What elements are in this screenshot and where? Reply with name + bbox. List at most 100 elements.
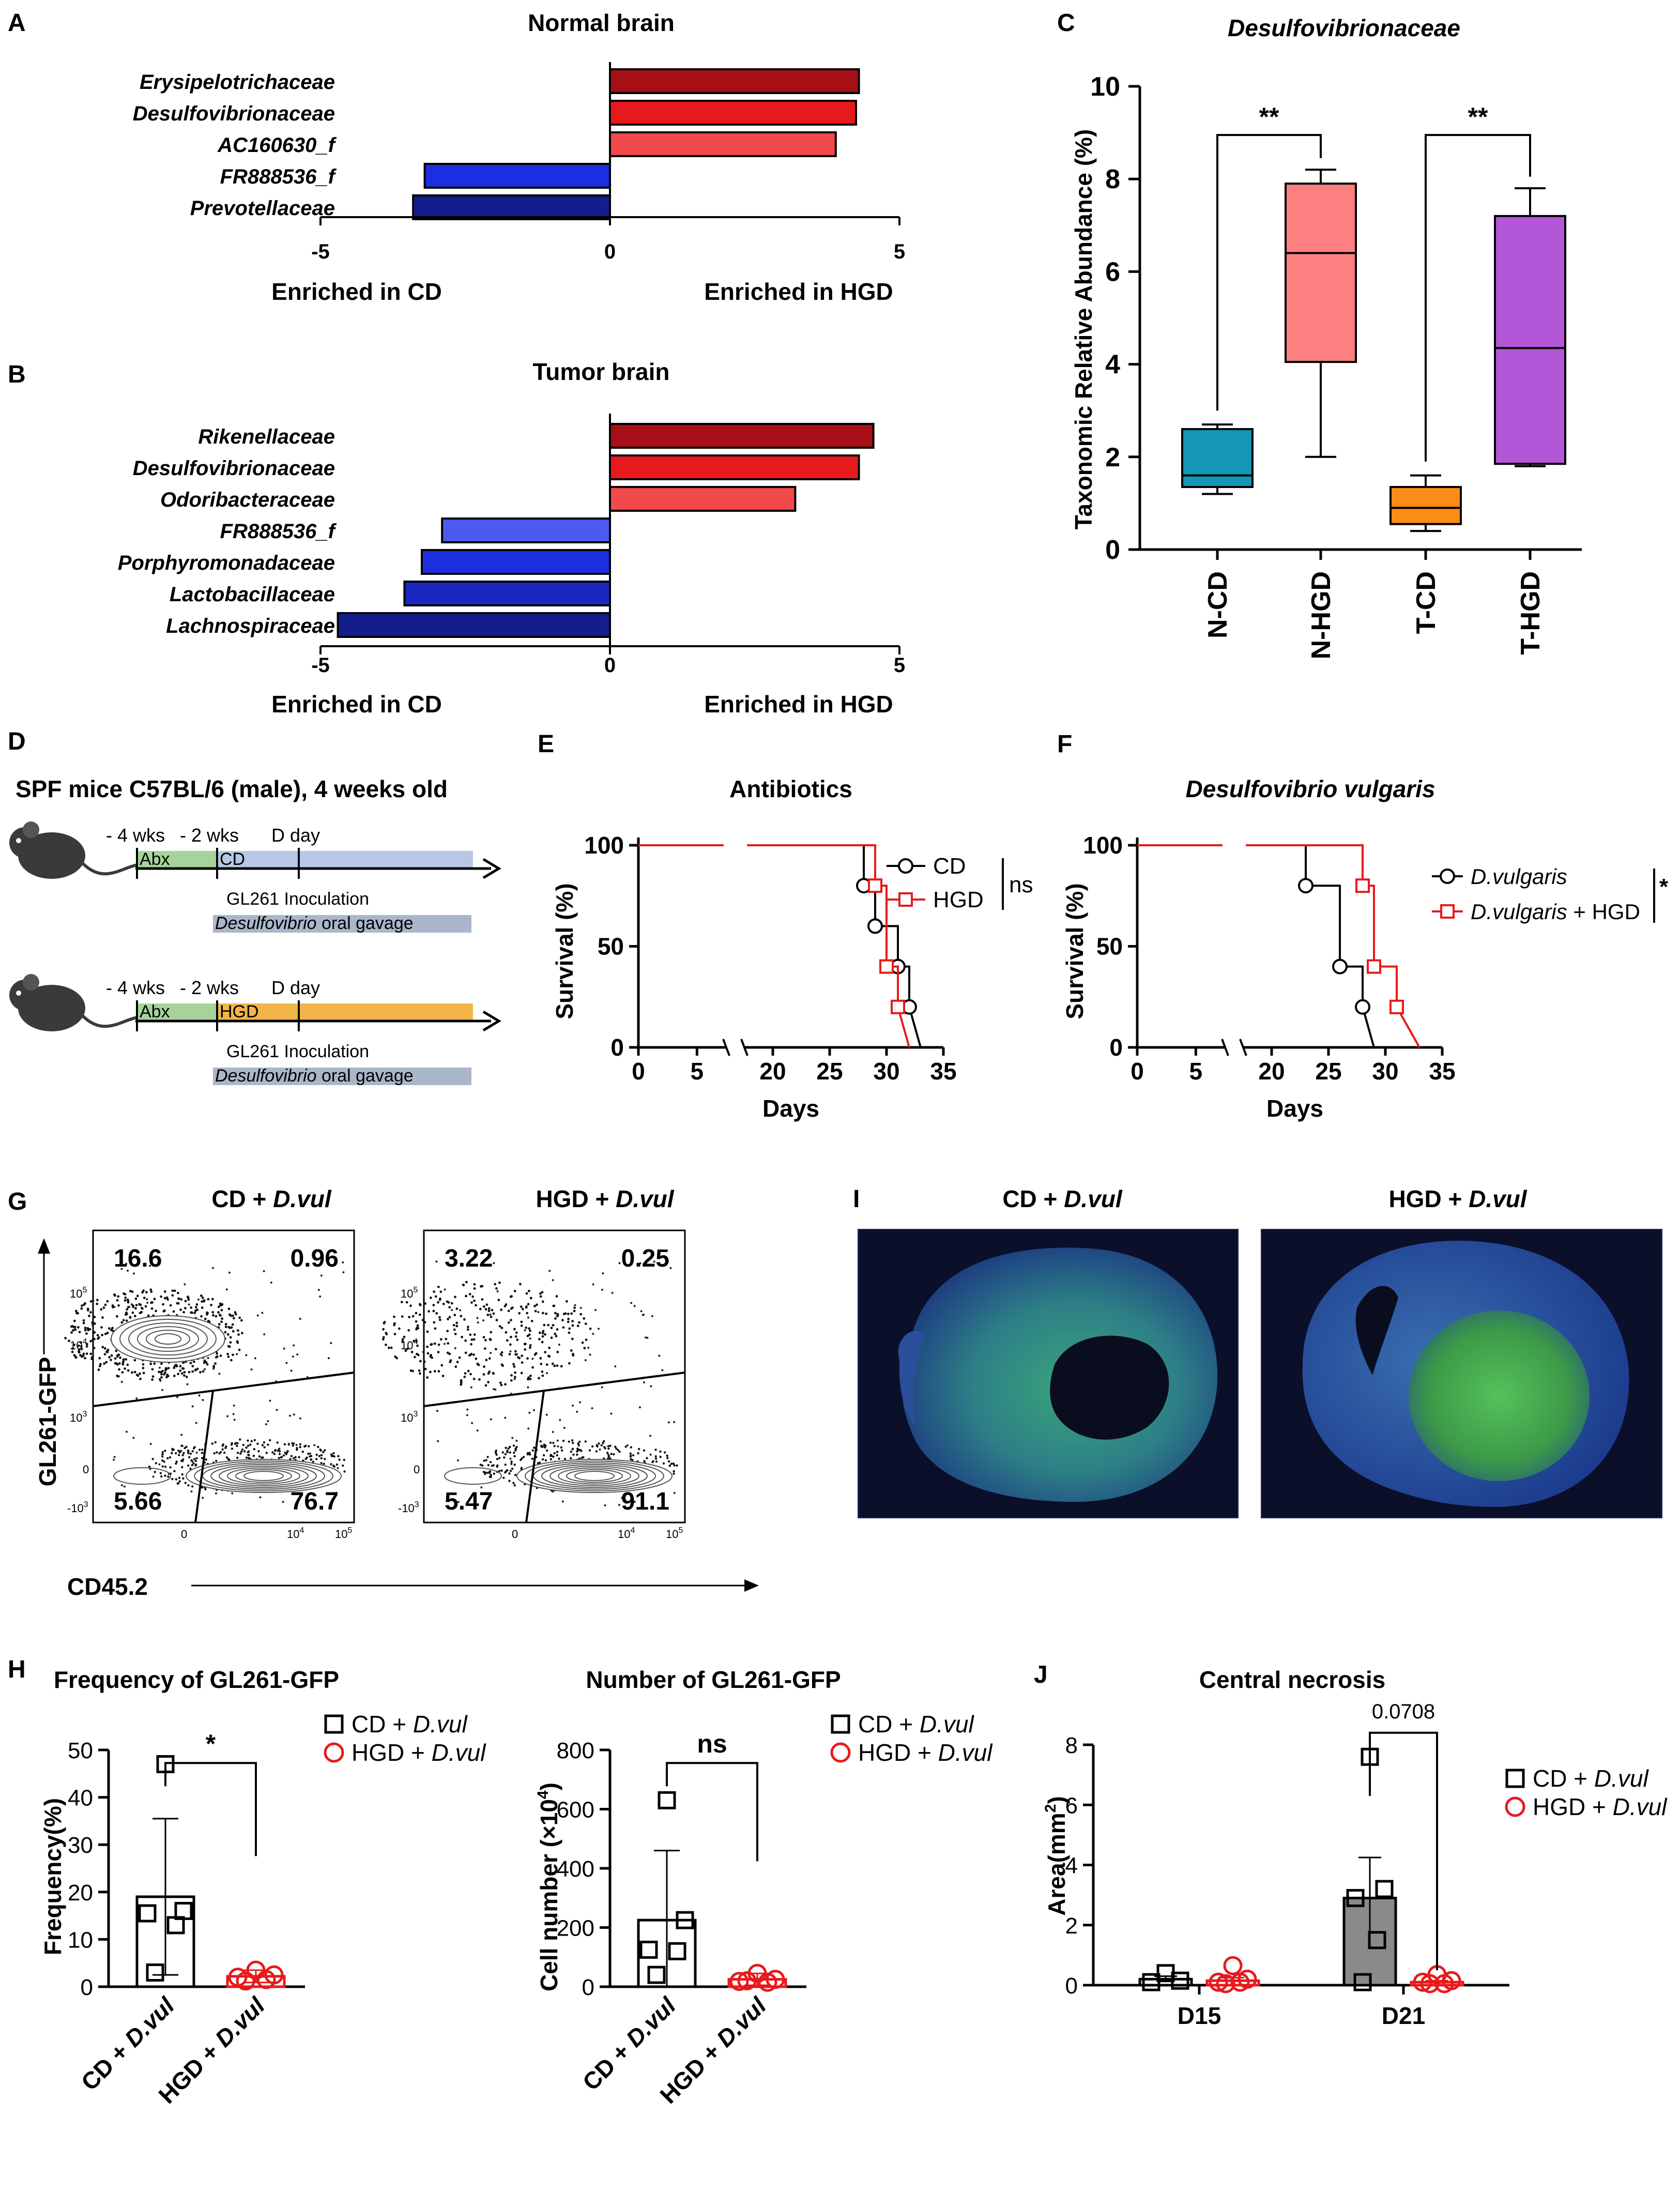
data-point	[146, 1963, 164, 1982]
event-dot	[500, 1383, 503, 1387]
abx-bar	[137, 1003, 217, 1021]
event-dot	[615, 1447, 618, 1450]
box	[1389, 486, 1462, 525]
event-dot	[544, 1446, 546, 1449]
event-dot	[381, 1338, 385, 1341]
event-dot	[292, 1444, 294, 1447]
event-dot	[393, 1315, 395, 1318]
legend-marker	[1505, 1796, 1525, 1817]
abx-bar	[137, 851, 217, 869]
event-dot	[529, 1346, 531, 1349]
event-dot	[466, 1328, 469, 1331]
event-dot	[172, 1310, 175, 1313]
tick-base: 10	[335, 1528, 347, 1541]
event-dot	[418, 1313, 421, 1316]
category-label: Prevotellaceae	[190, 197, 335, 220]
event-dot	[227, 1345, 230, 1348]
censor-marker	[1298, 878, 1314, 894]
event-dot	[90, 1356, 94, 1359]
event-dot	[433, 1370, 436, 1373]
event-dot	[512, 1363, 515, 1366]
event-dot	[509, 1295, 512, 1298]
event-dot	[245, 1456, 248, 1459]
x-tick-label: 20	[759, 1058, 786, 1085]
event-dot	[233, 1404, 235, 1407]
event-dot	[467, 1369, 470, 1373]
data-point	[1368, 1931, 1386, 1950]
event-dot	[184, 1482, 187, 1484]
x-tick-label: 5	[894, 654, 905, 677]
event-dot	[393, 1323, 396, 1327]
event-dot	[504, 1417, 507, 1419]
event-dot	[478, 1378, 481, 1381]
event-dot	[527, 1427, 530, 1430]
event-dot	[426, 1352, 430, 1355]
y-axis-label: Survival (%)	[1061, 883, 1088, 1019]
event-dot	[453, 1328, 456, 1331]
x-label-left: Enriched in CD	[271, 691, 442, 718]
panel-c: C Desulfovibrionaceae Taxonomic Relative…	[1057, 9, 1582, 659]
panel-title: Desulfovibrio vulgaris	[1185, 775, 1435, 802]
y-tick-label: 4	[1065, 1853, 1078, 1879]
event-dot	[342, 1261, 344, 1263]
event-dot	[520, 1305, 523, 1308]
event-dot	[416, 1324, 419, 1327]
event-dot	[556, 1328, 559, 1331]
contour	[235, 1469, 292, 1483]
timeline-arrow	[482, 1010, 501, 1032]
event-dot	[88, 1315, 90, 1317]
event-dot	[488, 1357, 491, 1360]
event-dot	[505, 1331, 508, 1334]
event-dot	[560, 1449, 563, 1452]
x-label-right: Enriched in HGD	[704, 278, 893, 305]
event-dot	[175, 1478, 178, 1481]
tick-exp: 5	[347, 1526, 352, 1535]
event-dot	[293, 1344, 295, 1347]
event-dot	[646, 1336, 649, 1339]
event-dot	[485, 1303, 488, 1306]
event-dot	[64, 1336, 67, 1339]
event-dot	[310, 1455, 313, 1457]
event-dot	[250, 1440, 253, 1442]
event-dot	[512, 1444, 515, 1447]
contour	[549, 1466, 639, 1486]
event-dot	[198, 1449, 201, 1451]
event-dot	[528, 1289, 530, 1292]
event-dot	[149, 1265, 151, 1267]
event-dot	[86, 1327, 89, 1330]
event-dot	[93, 1331, 96, 1334]
x-tick-diet: HGD +	[654, 2033, 730, 2109]
event-dot	[164, 1450, 166, 1452]
event-dot	[559, 1419, 561, 1421]
contour	[194, 1460, 333, 1491]
event-dot	[310, 1458, 312, 1461]
event-dot	[120, 1321, 124, 1324]
event-dot	[606, 1452, 609, 1454]
category-label: Rikenellaceae	[198, 425, 335, 448]
event-dot	[490, 1315, 493, 1318]
data-point	[256, 1970, 276, 1989]
data-point	[1223, 1956, 1243, 1975]
significance-label: *	[206, 1729, 216, 1758]
event-dot	[500, 1308, 503, 1312]
gavage-organism: Desulfovibrio	[215, 913, 317, 933]
data-point	[658, 1791, 676, 1809]
event-dot	[571, 1324, 574, 1327]
event-dot	[471, 1295, 474, 1298]
event-dot	[182, 1452, 185, 1454]
event-dot	[150, 1290, 153, 1293]
event-dot	[624, 1445, 627, 1448]
event-dot	[192, 1462, 195, 1465]
data-point	[647, 1966, 666, 1984]
event-dot	[181, 1473, 184, 1476]
event-dot	[183, 1370, 186, 1374]
event-dot	[504, 1453, 507, 1456]
event-dot	[515, 1331, 518, 1334]
bar	[609, 100, 857, 126]
y-axis-label: GL261-GFP	[34, 1357, 61, 1487]
event-dot	[676, 1464, 678, 1467]
event-dot	[600, 1444, 603, 1447]
quadrant-gate	[194, 1390, 214, 1523]
